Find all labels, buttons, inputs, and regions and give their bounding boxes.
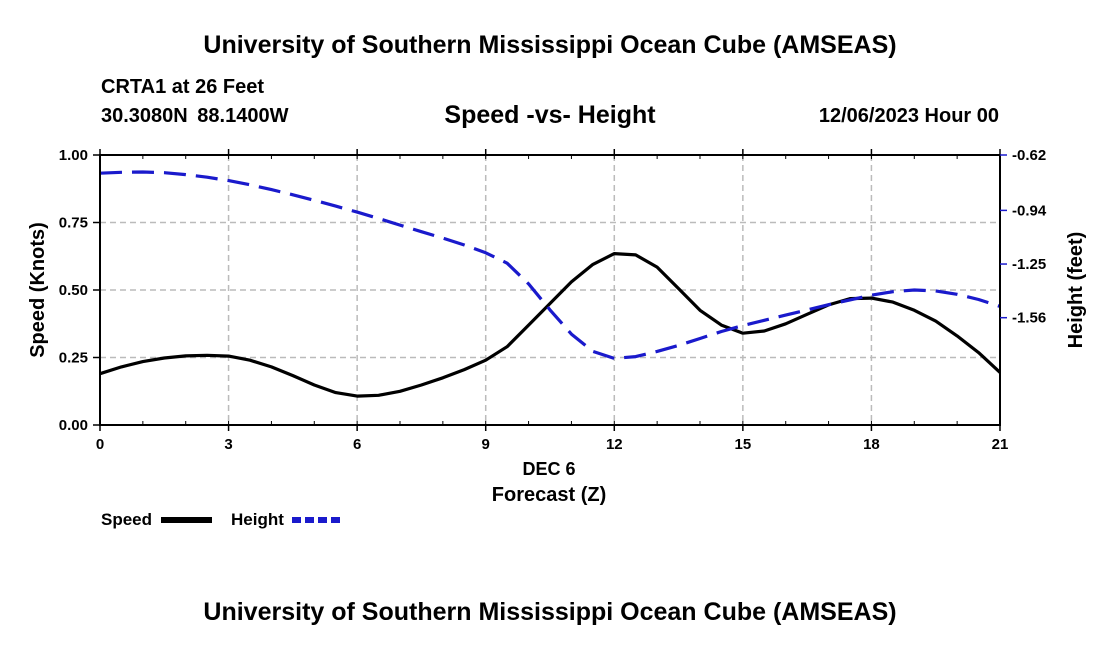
label-layer: DEC 6 Forecast (Z) Speed (Knots) Height … (27, 222, 1087, 506)
footer-title: University of Southern Mississippi Ocean… (203, 598, 897, 626)
tick-layer: 0 3 6 9 12 15 18 21 0.00 0.25 0.50 0.75 1.00 -0.62 -0.… (59, 147, 1047, 453)
grid-layer (100, 154, 1000, 425)
y-axis-title-right: Height (feet) (1065, 232, 1087, 349)
y-tick-label-right: -1.56 (1012, 310, 1046, 327)
x-tick-label: 0 (96, 436, 104, 453)
station-label: CRTA1 at 26 Feet (101, 76, 265, 98)
x-tick-label: 15 (735, 436, 752, 453)
x-axis-date-label: DEC 6 (522, 459, 575, 479)
station-coordinates: 30.3080N 88.1400W (101, 105, 289, 127)
y-tick-label-left: 0.25 (59, 350, 88, 367)
x-axis-title: Forecast (Z) (492, 484, 606, 506)
y-tick-label-left: 0.00 (59, 417, 88, 434)
y-tick-label-left: 0.50 (59, 282, 88, 299)
series-line-height (99, 170, 1001, 360)
x-tick-label: 12 (606, 436, 623, 453)
series-line-speed (99, 252, 1002, 398)
y-tick-label-right: -1.25 (1012, 256, 1046, 273)
x-tick-label: 3 (224, 436, 232, 453)
y-tick-label-right: -0.62 (1012, 147, 1046, 164)
y-tick-label-left: 1.00 (59, 147, 88, 164)
chart-title: Speed -vs- Height (444, 101, 656, 129)
main-title: University of Southern Mississippi Ocean… (203, 31, 897, 59)
x-tick-label: 6 (353, 436, 361, 453)
x-tick-label: 18 (863, 436, 880, 453)
forecast-datetime: 12/06/2023 Hour 00 (818, 105, 999, 127)
x-tick-label: 21 (992, 436, 1009, 453)
y-axis-title-left: Speed (Knots) (27, 222, 49, 358)
legend: Speed Height (101, 510, 343, 529)
y-tick-label-left: 0.75 (59, 215, 88, 232)
x-tick-label: 9 (482, 436, 490, 453)
y-tick-label-right: -0.94 (1012, 202, 1047, 219)
legend-label-speed: Speed (101, 510, 152, 529)
series-layer (99, 170, 1002, 398)
legend-label-height: Height (231, 510, 284, 529)
